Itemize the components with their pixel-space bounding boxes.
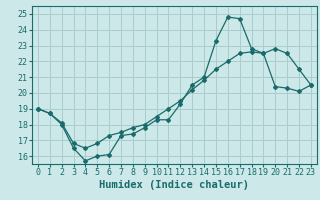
X-axis label: Humidex (Indice chaleur): Humidex (Indice chaleur) (100, 180, 249, 190)
